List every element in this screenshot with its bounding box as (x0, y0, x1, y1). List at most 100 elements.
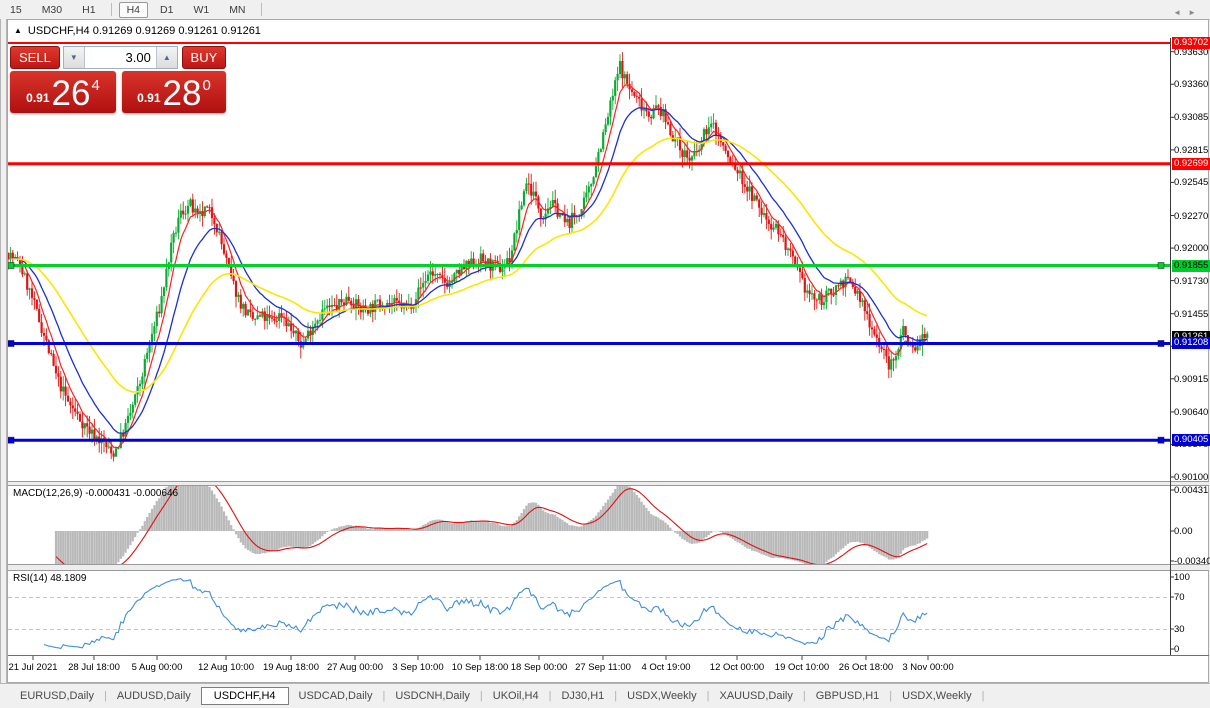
chart-tab-gbpusd-h1[interactable]: GBPUSD,H1 (815, 690, 880, 702)
level-handle (1157, 340, 1165, 347)
tab-scroll-right-icon[interactable]: ► (1188, 8, 1203, 17)
tab-separator: | (103, 690, 107, 702)
price-tick-label: 0.90100 (1174, 471, 1209, 483)
timeframe-15[interactable]: 15 (10, 3, 22, 16)
chart-tab-usdx-weekly[interactable]: USDX,Weekly (627, 690, 697, 702)
level-handle (8, 436, 15, 444)
one-click-trading-panel: SELL ▼ 3.00 ▲ BUY 0.91 26 4 0.91 28 0 (10, 46, 226, 113)
buy-price-sup: 0 (202, 77, 211, 94)
time-axis-label: 5 Aug 00:00 (131, 662, 183, 673)
timeframe-m30[interactable]: M30 (41, 3, 63, 16)
chart-tab-usdchf-h4[interactable]: USDCHF,H4 (200, 687, 289, 705)
chart-tab-xauusd-daily[interactable]: XAUUSD,Daily (719, 690, 793, 702)
time-axis-label: 18 Sep 00:00 (510, 662, 568, 673)
price-tick-label: 0.90915 (1174, 373, 1209, 385)
chart-tab-eurusd-daily[interactable]: EURUSD,Daily (20, 690, 94, 702)
collapse-triangle-icon[interactable]: ▲ (14, 26, 22, 35)
time-axis-label: 3 Nov 00:00 (902, 662, 954, 673)
timeframe-h1[interactable]: H1 (82, 3, 96, 16)
time-axis-label: 10 Sep 18:00 (451, 662, 509, 673)
time-axis-label: 12 Aug 10:00 (198, 662, 254, 673)
sell-price-sup: 4 (91, 77, 100, 94)
macd-tick-label: 0.00431 (1174, 485, 1209, 496)
triangle-down-icon: ▼ (69, 53, 78, 62)
buy-price-display[interactable]: 0.91 28 0 (122, 71, 226, 113)
time-axis-label: 12 Oct 00:00 (709, 662, 765, 673)
chart-title: ▲ USDCHF,H4 0.91269 0.91269 0.91261 0.912… (14, 25, 261, 37)
tab-separator: | (548, 690, 552, 702)
price-tick-label: 0.91730 (1174, 275, 1209, 287)
level-handle (8, 262, 15, 269)
time-axis-label: 3 Sep 10:00 (392, 662, 444, 673)
chart-tab-usdx-weekly[interactable]: USDX,Weekly (902, 690, 972, 702)
timeframe-h4[interactable]: H4 (118, 1, 148, 18)
volume-decrease-button[interactable]: ▼ (63, 47, 85, 68)
chart-tab-audusd-daily[interactable]: AUDUSD,Daily (116, 690, 191, 702)
sell-price-display[interactable]: 0.91 26 4 (10, 71, 116, 113)
price-badge-red: 0.93702 (1172, 37, 1210, 49)
price-tick-label: 0.92545 (1174, 177, 1209, 189)
volume-value[interactable]: 3.00 (84, 47, 156, 68)
price-tick-label: 0.93630 (1174, 46, 1209, 58)
candlestick-series (8, 42, 1170, 462)
sell-price-prefix: 0.91 (26, 91, 50, 105)
buy-price-prefix: 0.91 (137, 91, 161, 105)
sell-button[interactable]: SELL (10, 46, 60, 69)
toolbar-separator (260, 3, 262, 16)
tab-separator: | (981, 690, 985, 702)
level-handle (8, 340, 15, 347)
volume-increase-button[interactable]: ▲ (155, 47, 177, 68)
level-handle (1157, 436, 1165, 444)
time-axis-label: 26 Oct 18:00 (838, 662, 894, 673)
macd-indicator-label: MACD(12,26,9) -0.000431 -0.000646 (13, 488, 179, 499)
price-tick-label: 0.92270 (1174, 210, 1209, 222)
window-left-edge (0, 19, 7, 683)
macd-tick-label: 0.00 (1174, 526, 1193, 537)
price-badge-red: 0.92699 (1172, 157, 1210, 170)
chart-tab-dj30-h1[interactable]: DJ30,H1 (561, 690, 605, 702)
macd-tick-label: -0.003405 (1174, 556, 1210, 567)
rsi-tick-label: 30 (1174, 624, 1185, 635)
time-axis-label: 19 Aug 18:00 (263, 662, 319, 673)
timeframe-mn[interactable]: MN (229, 3, 246, 16)
time-axis-label: 19 Oct 10:00 (774, 662, 830, 673)
price-tick-label: 0.92815 (1174, 144, 1209, 156)
price-tick-label: 0.93085 (1174, 112, 1209, 124)
price-tick-label: 0.91455 (1174, 308, 1209, 320)
triangle-up-icon: ▲ (162, 53, 171, 62)
chart-tab-usdcad-daily[interactable]: USDCAD,Daily (298, 690, 373, 702)
timeframe-w1[interactable]: W1 (193, 3, 210, 16)
chart-title-text: USDCHF,H4 0.91269 0.91269 0.91261 0.9126… (27, 25, 261, 37)
chart-tab-bar: EURUSD,Daily | AUDUSD,Daily USDCHF,H4 USDCAD… (0, 683, 1210, 708)
level-handle (1157, 262, 1165, 269)
rsi-indicator-label: RSI(14) 48.1809 (13, 573, 87, 584)
tab-separator: | (706, 690, 710, 702)
time-axis-label: 4 Oct 19:00 (641, 662, 691, 673)
timeframe-d1[interactable]: D1 (160, 3, 174, 16)
buy-button[interactable]: BUY (181, 46, 226, 69)
macd-series (54, 486, 929, 564)
rsi-series (8, 578, 1170, 650)
tab-separator: | (479, 690, 483, 702)
price-tick-label: 0.93360 (1174, 79, 1209, 91)
tab-separator: | (614, 690, 618, 702)
tab-separator: | (802, 690, 806, 702)
tab-separator: | (889, 690, 893, 702)
time-axis-label: 21 Jul 2021 (8, 662, 58, 673)
tab-scroll-arrows[interactable]: ◄► (1173, 8, 1203, 17)
sell-price-big: 26 (51, 74, 91, 113)
rsi-tick-label: 0 (1174, 644, 1180, 655)
chart-tab-ukoil-h4[interactable]: UKOil,H4 (492, 690, 539, 702)
chart-tab-usdcnh-daily[interactable]: USDCNH,Daily (395, 690, 470, 702)
tab-scroll-left-icon[interactable]: ◄ (1173, 8, 1189, 17)
rsi-tick-label: 70 (1174, 592, 1185, 603)
volume-stepper: ▼ 3.00 ▲ (62, 46, 178, 69)
rsi-tick-label: 100 (1174, 572, 1190, 583)
buy-price-big: 28 (162, 74, 202, 113)
price-tick-label: 0.90640 (1174, 406, 1209, 418)
toolbar-separator (110, 3, 112, 16)
time-axis-label: 28 Jul 18:00 (68, 662, 120, 673)
price-tick-label: 0.92000 (1174, 243, 1209, 255)
